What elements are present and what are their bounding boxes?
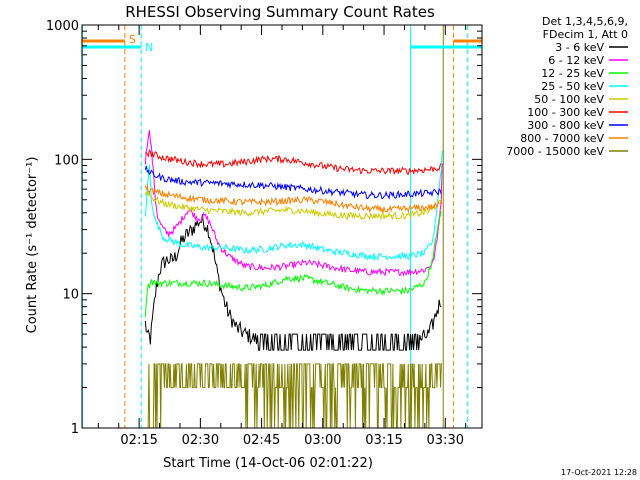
y-tick-label-0: 1 — [71, 422, 79, 437]
annotation-label-s: S — [129, 33, 136, 46]
x-tick-label-4: 03:15 — [365, 433, 402, 448]
legend-label-1: 6 - 12 keV — [548, 54, 604, 67]
legend-label-0: 3 - 6 keV — [555, 41, 604, 54]
legend-label-3: 25 - 50 keV — [541, 80, 604, 93]
legend-header-0: Det 1,3,4,5,6,9, — [542, 15, 628, 28]
axes: 1 10 100 1000 02:15 02:30 02:45 03:00 03:15 03:30 — [46, 19, 483, 448]
series-8 — [145, 363, 443, 429]
series-0 — [144, 214, 442, 351]
x-tick-label-2: 02:45 — [243, 433, 280, 448]
x-tick-label-3: 03:00 — [304, 433, 341, 448]
x-tick-label-1: 02:30 — [182, 433, 219, 448]
footer-timestamp: 17-Oct-2021 12:28 — [561, 468, 637, 477]
legend-label-4: 50 - 100 keV — [534, 93, 604, 106]
x-axis-label: Start Time (14-Oct-06 02:01:22) — [163, 456, 373, 471]
series-4 — [144, 191, 442, 221]
series-3 — [144, 150, 443, 262]
annotation-label-n: N — [145, 41, 153, 54]
series-5 — [145, 149, 442, 175]
legend-label-8: 7000 - 15000 keV — [506, 145, 604, 158]
series-6 — [144, 165, 442, 200]
series-7 — [144, 183, 442, 214]
chart-title: RHESSI Observing Summary Count Rates — [125, 3, 435, 21]
x-tick-label-5: 03:30 — [427, 433, 464, 448]
series-2 — [144, 211, 442, 318]
series-1 — [144, 130, 443, 277]
legend-label-6: 300 - 800 keV — [527, 119, 604, 132]
y-tick-label-1: 10 — [62, 288, 79, 303]
legend: Det 1,3,4,5,6,9,FDecim 1, Att 03 - 6 keV… — [506, 15, 628, 158]
x-tick-label-0: 02:15 — [120, 433, 157, 448]
series-lines — [144, 130, 443, 429]
y-tick-label-3: 1000 — [46, 19, 79, 34]
y-axis-label: Count Rate (s⁻¹ detector⁻¹) — [25, 157, 40, 334]
legend-label-5: 100 - 300 keV — [527, 106, 604, 119]
legend-header-1: FDecim 1, Att 0 — [543, 28, 628, 41]
legend-label-7: 800 - 7000 keV — [520, 132, 604, 145]
legend-label-2: 12 - 25 keV — [541, 67, 604, 80]
y-tick-label-2: 100 — [54, 153, 79, 168]
